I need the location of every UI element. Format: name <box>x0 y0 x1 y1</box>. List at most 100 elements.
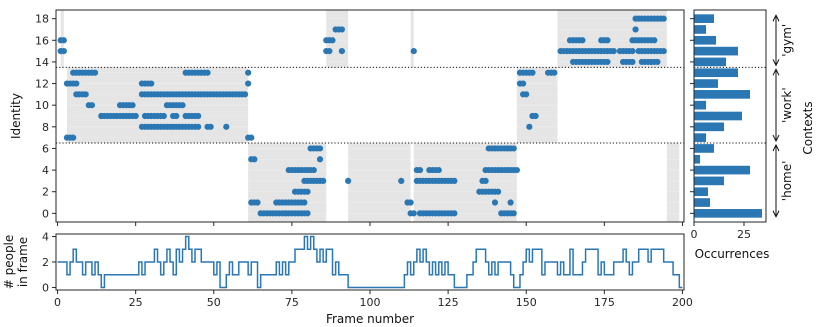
occurrence-bar <box>694 79 718 88</box>
identity-point <box>660 48 667 55</box>
occurrence-bar <box>694 46 738 56</box>
context-bracket-arrow-up <box>772 68 780 76</box>
identity-point <box>604 58 611 66</box>
identity-point <box>513 166 520 174</box>
frame-x-tick-label: 150 <box>516 296 537 309</box>
occurrences-x-ticks: 0 25 <box>691 222 751 241</box>
occurrences-plot-frame <box>693 9 767 223</box>
identity-point <box>73 80 80 87</box>
identity-scatter-panel: 0 2 4 6 8 10 12 14 16 18 Identity <box>9 9 685 226</box>
identity-point <box>245 80 252 87</box>
people-in-frame-line <box>57 235 683 289</box>
identity-point <box>451 210 458 217</box>
context-span-band <box>516 67 558 144</box>
identity-point <box>629 48 636 55</box>
identity-point <box>410 48 417 55</box>
people-in-frame-y-ticks: 0 2 4 <box>42 231 56 294</box>
context-bracket: 'gym' <box>772 14 794 67</box>
occurrences-y-ticks <box>690 18 694 214</box>
identity-point <box>648 58 655 66</box>
context-bracket-arrow-down <box>772 210 780 218</box>
occurrence-bar <box>694 198 710 207</box>
frame-x-tick-label: 175 <box>594 296 615 309</box>
identity-point <box>60 37 67 44</box>
occurrence-bar <box>694 57 726 67</box>
frame-number-x-ticks: 0 25 50 75 100 125 150 175 200 <box>54 290 693 309</box>
contexts-axis-label: Contexts <box>801 101 815 154</box>
identity-point <box>519 80 527 87</box>
occurrence-bar <box>694 90 750 99</box>
occurrence-bars <box>694 14 762 218</box>
identity-point <box>660 15 667 22</box>
identity-y-tick-label: 16 <box>35 34 49 47</box>
identity-point <box>173 112 180 120</box>
identity-point <box>304 210 311 217</box>
occurrence-bar <box>694 35 716 45</box>
identity-point <box>310 166 317 174</box>
identity-point <box>301 199 308 206</box>
identity-point <box>523 91 530 98</box>
identity-point <box>551 69 558 76</box>
identity-point <box>604 37 611 44</box>
identity-point <box>579 37 586 44</box>
identity-point <box>195 123 202 130</box>
context-brackets: 'home' 'work' 'gym' <box>772 14 794 218</box>
identity-point <box>282 210 289 217</box>
identity-point <box>398 177 405 184</box>
people-y-tick-label: 0 <box>42 281 49 294</box>
identity-point <box>148 80 155 87</box>
identity-point <box>345 177 352 184</box>
identity-point <box>320 177 327 184</box>
occurrences-panel: 0 25 Occurrences <box>690 9 769 261</box>
frame-x-tick-label: 100 <box>360 296 381 309</box>
identity-point <box>204 69 211 76</box>
identity-point <box>245 69 252 76</box>
identity-y-tick-label: 4 <box>42 164 49 177</box>
identity-point <box>304 188 311 195</box>
identity-point <box>494 188 502 195</box>
identity-point <box>60 48 67 55</box>
context-bracket-arrow-down <box>772 134 780 143</box>
context-label: 'gym' <box>780 24 794 57</box>
identity-point <box>195 112 202 120</box>
context-span-band <box>410 10 414 68</box>
occurrence-bar <box>694 122 724 132</box>
frame-x-tick-label: 200 <box>672 296 693 309</box>
context-span-band <box>66 67 249 144</box>
occurrence-bar <box>694 144 714 153</box>
identity-point <box>316 156 324 163</box>
context-label: 'home' <box>780 161 794 202</box>
occurrence-bar <box>694 133 706 142</box>
context-bracket-arrow-up <box>772 14 780 22</box>
identity-point <box>329 37 336 44</box>
identity-point <box>510 210 517 217</box>
people-in-frame-axis-label-line1: # people <box>2 235 16 290</box>
identity-point <box>529 69 536 76</box>
identity-y-tick-label: 12 <box>35 78 49 91</box>
frame-number-axis-label: Frame number <box>326 312 414 326</box>
identity-point <box>251 156 258 163</box>
identity-point <box>632 26 639 33</box>
identity-point <box>482 177 489 184</box>
occurrence-bar <box>694 25 706 34</box>
identity-point <box>316 145 324 152</box>
identity-point <box>241 91 249 98</box>
identity-point <box>179 102 186 109</box>
people-in-frame-axis-label-line2: in frame <box>16 237 30 287</box>
identity-point <box>526 123 533 130</box>
identity-point <box>223 123 230 130</box>
identity-point <box>82 91 89 98</box>
identity-y-tick-label: 10 <box>35 99 49 112</box>
occurrence-bar <box>694 176 724 186</box>
occurrence-bar <box>694 68 738 78</box>
frame-x-tick-label: 75 <box>285 296 299 309</box>
identity-point <box>651 37 658 44</box>
occurrence-context-separators <box>694 66 766 144</box>
identity-point <box>410 210 417 217</box>
identity-point <box>507 199 514 206</box>
identity-point <box>610 48 617 55</box>
identity-point <box>451 177 458 184</box>
identity-point <box>326 48 333 55</box>
identity-y-tick-label: 8 <box>42 121 49 134</box>
